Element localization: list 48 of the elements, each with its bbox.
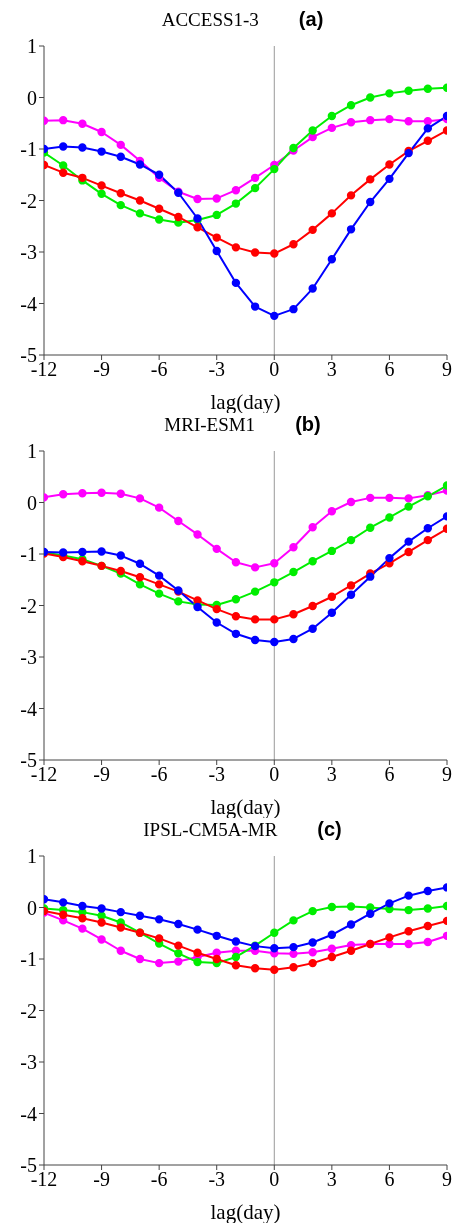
y-tick-label: -1 [20, 543, 37, 566]
y-tick-label: -4 [20, 697, 37, 720]
x-tick-label: -9 [93, 763, 110, 786]
x-axis-title: lag(day) [210, 795, 281, 819]
y-tick-label: -3 [20, 241, 37, 264]
y-tick-label: 0 [27, 491, 37, 514]
x-tick-label: 3 [326, 763, 337, 786]
x-tick-label: 6 [384, 763, 395, 786]
x-tick-label: -6 [150, 358, 168, 381]
x-tick-label: -6 [150, 763, 168, 786]
x-axis-title: lag(day) [210, 1200, 281, 1224]
x-tick-label: 9 [442, 763, 452, 786]
x-axis-title: lag(day) [210, 390, 281, 414]
chart-title: IPSL-CM5A-MR [143, 819, 278, 840]
y-tick-label: 1 [27, 35, 37, 58]
text: (b) [295, 413, 321, 435]
y-tick-label: -4 [20, 1102, 37, 1125]
y-tick-label: -2 [20, 999, 37, 1022]
y-tick-label: -1 [20, 948, 37, 971]
y-tick-label: -1 [20, 138, 37, 161]
x-tick-label: 9 [442, 358, 452, 381]
y-tick-label: -2 [20, 594, 37, 617]
x-tick-label: 0 [269, 1168, 280, 1191]
x-tick-label: -6 [150, 1168, 168, 1191]
text: (c) [317, 818, 342, 840]
y-tick-label: 1 [27, 440, 37, 463]
x-tick-label: 6 [384, 358, 395, 381]
y-tick-label: 1 [27, 845, 37, 868]
y-tick-label: -4 [20, 292, 37, 315]
y-tick-label: -3 [20, 1051, 37, 1074]
x-tick-label: 0 [269, 358, 280, 381]
y-tick-label: 0 [27, 86, 37, 109]
x-tick-label: -3 [208, 358, 226, 381]
y-tick-label: -2 [20, 189, 37, 212]
x-tick-label: -9 [93, 358, 110, 381]
x-tick-label: -9 [93, 1168, 110, 1191]
x-tick-label: -3 [208, 763, 226, 786]
text: (a) [298, 8, 324, 30]
y-tick-label: 0 [27, 896, 37, 919]
x-tick-label: 6 [384, 1168, 395, 1191]
x-tick-label: 3 [326, 358, 337, 381]
chart-title: MRI-ESM1 [164, 414, 256, 435]
x-tick-label: 9 [442, 1168, 452, 1191]
y-tick-label: -3 [20, 646, 37, 669]
x-tick-label: 3 [326, 1168, 337, 1191]
x-tick-label: -3 [208, 1168, 226, 1191]
chart-title: ACCESS1-3 [161, 9, 259, 30]
x-tick-label: 0 [269, 763, 280, 786]
